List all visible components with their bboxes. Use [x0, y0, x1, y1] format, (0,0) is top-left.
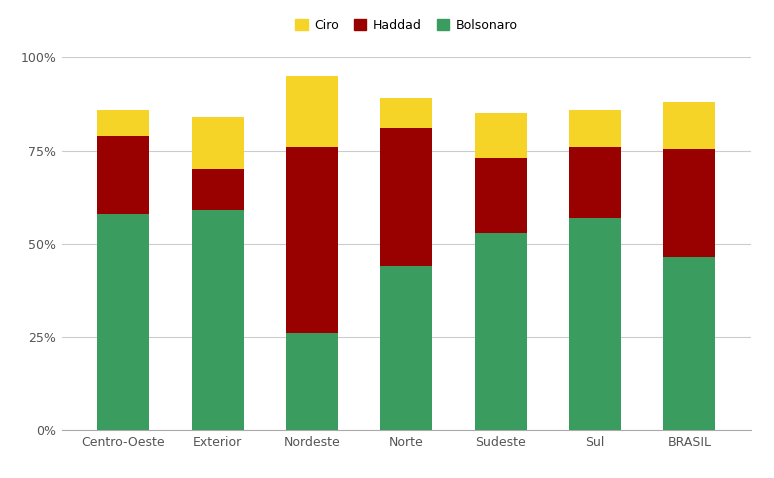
Bar	[192, 169, 244, 210]
Bar	[380, 98, 433, 128]
Bar	[663, 257, 715, 430]
Bar	[380, 128, 433, 266]
Bar	[474, 158, 526, 233]
Legend: Ciro, Haddad, Bolsonaro: Ciro, Haddad, Bolsonaro	[292, 15, 521, 36]
Bar	[286, 333, 338, 430]
Bar	[474, 233, 526, 430]
Bar	[192, 210, 244, 430]
Bar	[569, 147, 621, 217]
Bar	[569, 217, 621, 430]
Bar	[98, 136, 149, 214]
Bar	[286, 76, 338, 147]
Bar	[474, 113, 526, 158]
Bar	[98, 214, 149, 430]
Bar	[569, 109, 621, 147]
Bar	[192, 117, 244, 169]
Bar	[663, 102, 715, 149]
Bar	[286, 147, 338, 333]
Bar	[663, 149, 715, 257]
Bar	[380, 266, 433, 430]
Bar	[98, 109, 149, 136]
